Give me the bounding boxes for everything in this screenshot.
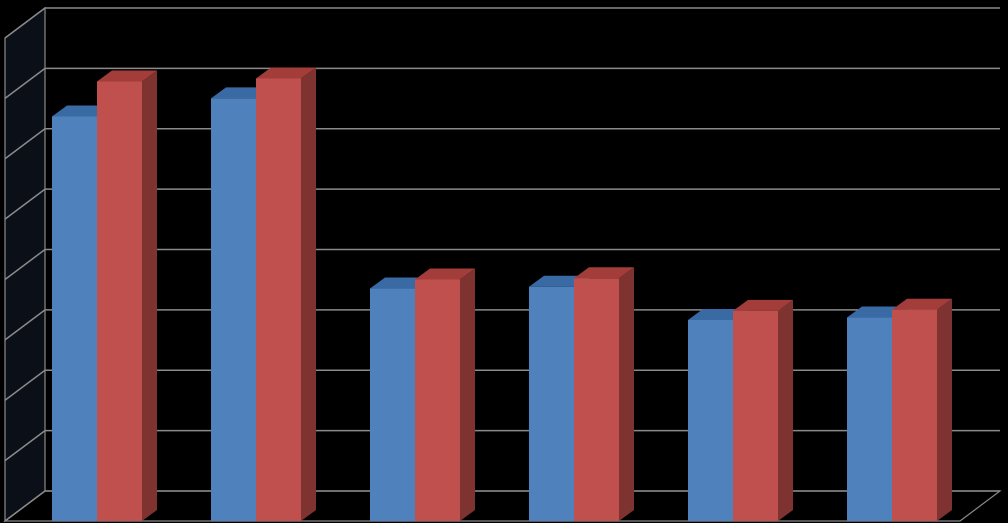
- bar-top: [733, 299, 793, 311]
- bar-side: [778, 299, 793, 521]
- bar-series-2-item-3: [415, 268, 475, 521]
- gridline: [4, 429, 1000, 462]
- bar-series-2-item-4: [574, 267, 634, 521]
- gridline: [4, 309, 1000, 341]
- bar-front: [256, 78, 301, 522]
- bar-top: [892, 298, 952, 310]
- bar-front: [892, 309, 937, 521]
- bar-front: [574, 278, 619, 521]
- gridline: [4, 67, 1000, 99]
- bar-front: [97, 81, 142, 521]
- gridline: [4, 248, 1000, 281]
- bar-series-2-item-5: [733, 299, 793, 521]
- bar-series-2-item-1: [97, 70, 157, 521]
- bar-front: [52, 116, 97, 522]
- bar-series-2-item-6: [892, 298, 952, 521]
- bar-top: [256, 67, 316, 79]
- bar-front: [415, 279, 460, 521]
- bar-series-1-item-4: [529, 275, 589, 521]
- bar-front: [529, 286, 574, 521]
- bar-series-2-item-2: [256, 67, 316, 522]
- bar-front: [370, 288, 415, 521]
- bar-front: [847, 317, 892, 521]
- bar-side: [142, 70, 157, 521]
- bar-side: [460, 268, 475, 521]
- gridline: [4, 369, 1000, 401]
- bar-side: [301, 67, 316, 522]
- bar-top: [415, 268, 475, 280]
- gridline: [4, 128, 1000, 160]
- bar-side: [937, 298, 952, 521]
- bar-front: [211, 98, 256, 521]
- bar-side: [619, 267, 634, 521]
- bar-front: [688, 319, 733, 521]
- bars: [52, 67, 952, 522]
- bar-top: [574, 267, 634, 279]
- bar-front: [733, 310, 778, 521]
- gridline: [4, 188, 1000, 220]
- gridline: [4, 7, 1000, 39]
- bar-top: [97, 70, 157, 82]
- floor: [3, 490, 1002, 522]
